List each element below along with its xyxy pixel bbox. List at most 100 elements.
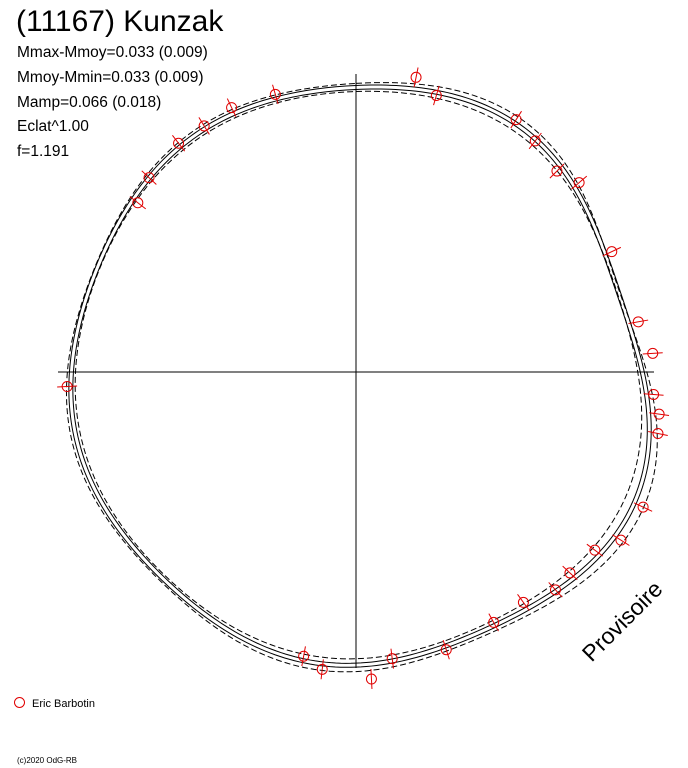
data-point-error-bar	[488, 613, 499, 632]
data-point-marker	[647, 347, 659, 359]
data-point	[562, 565, 578, 581]
data-point-error-bar	[628, 319, 649, 325]
data-point-error-bar	[642, 352, 663, 355]
data-point-marker	[648, 388, 660, 400]
data-point	[386, 648, 398, 669]
data-point-error-bar	[198, 117, 210, 135]
data-point	[365, 668, 377, 690]
plot-axes	[58, 74, 654, 668]
data-point	[612, 534, 630, 546]
data-point	[440, 640, 452, 660]
data-point-error-bar	[612, 534, 630, 546]
stat-amplitude: Mamp=0.066 (0.018)	[17, 94, 162, 111]
data-point	[586, 543, 604, 557]
data-point	[510, 110, 522, 129]
data-point-marker	[564, 567, 576, 579]
data-point	[548, 582, 563, 598]
data-point	[571, 175, 588, 190]
data-point-marker	[386, 653, 398, 665]
data-point-marker	[529, 135, 541, 147]
data-point-error-bar	[571, 175, 588, 190]
data-point	[649, 408, 670, 420]
stat-mmoy-mmin: Mmoy-Mmin=0.033 (0.009)	[17, 69, 204, 86]
data-point-error-bar	[548, 582, 563, 598]
data-point-error-bar	[562, 565, 578, 581]
data-point	[633, 501, 653, 513]
data-point-marker	[549, 584, 561, 596]
data-point-error-bar	[528, 132, 542, 150]
data-point-marker	[365, 673, 377, 685]
data-point-marker	[632, 316, 644, 328]
data-point-error-bar	[390, 648, 394, 669]
data-point-marker	[551, 165, 563, 177]
data-point-marker	[132, 197, 144, 209]
data-point-marker	[517, 596, 529, 608]
data-point	[648, 428, 668, 440]
data-point-error-bar	[57, 385, 78, 388]
data-point	[141, 170, 157, 185]
data-point-marker	[615, 534, 627, 546]
data-point	[410, 67, 422, 88]
data-point-marker	[488, 616, 500, 628]
data-point-error-bar	[633, 502, 653, 512]
data-point	[528, 132, 542, 150]
data-point-marker	[226, 102, 238, 114]
data-point	[549, 163, 565, 179]
data-point	[198, 117, 210, 135]
data-point	[57, 381, 78, 393]
data-point-marker	[198, 120, 210, 132]
data-point	[602, 246, 622, 258]
observation-points	[57, 67, 670, 690]
data-point	[517, 594, 530, 611]
data-point	[316, 659, 328, 680]
data-point-error-bar	[172, 135, 186, 152]
data-point-marker	[637, 501, 649, 513]
data-point-marker	[589, 544, 601, 556]
data-point-marker	[298, 650, 310, 662]
data-point-error-bar	[602, 246, 622, 257]
stat-frequency: f=1.191	[17, 143, 70, 160]
data-point	[488, 613, 500, 632]
data-point-marker	[410, 71, 422, 83]
data-point	[226, 98, 238, 117]
data-point-marker	[652, 428, 664, 440]
data-point-marker	[653, 408, 665, 420]
data-point-error-bar	[413, 67, 419, 88]
data-point	[172, 135, 186, 152]
data-point	[298, 646, 310, 667]
data-point	[269, 84, 281, 105]
data-point-marker	[606, 246, 618, 258]
data-point-error-bar	[301, 646, 306, 667]
data-point-marker	[573, 177, 585, 189]
stat-eclat: Eclat^1.00	[17, 118, 89, 135]
data-point-error-bar	[649, 412, 670, 417]
data-point-error-bar	[226, 98, 237, 117]
model-curve-dashed	[74, 90, 643, 660]
data-point-marker	[269, 88, 281, 100]
data-point-error-bar	[370, 668, 373, 690]
data-point-marker	[316, 663, 328, 675]
data-point-error-bar	[510, 110, 522, 129]
data-point-error-bar	[643, 393, 664, 396]
data-point	[628, 316, 649, 328]
data-point-marker	[61, 381, 73, 393]
data-point-marker	[173, 137, 185, 149]
object-title: (11167) Kunzak	[16, 5, 224, 38]
data-point-error-bar	[141, 170, 157, 185]
data-point-error-bar	[549, 163, 565, 179]
data-point-error-bar	[433, 85, 440, 106]
data-point-marker	[430, 89, 442, 101]
model-curve-dashed	[65, 82, 658, 673]
data-point-marker	[440, 644, 452, 656]
legend-marker-icon	[14, 697, 25, 708]
data-point-error-bar	[586, 543, 604, 557]
data-point-marker	[510, 114, 522, 126]
model-curves	[65, 82, 658, 673]
data-point	[643, 388, 664, 400]
data-point-error-bar	[442, 640, 450, 660]
legend: Eric Barbotin	[14, 697, 95, 711]
stat-mmax-mmoy: Mmax-Mmoy=0.033 (0.009)	[17, 44, 208, 61]
data-point-error-bar	[648, 431, 668, 437]
legend-label: Eric Barbotin	[32, 698, 95, 710]
